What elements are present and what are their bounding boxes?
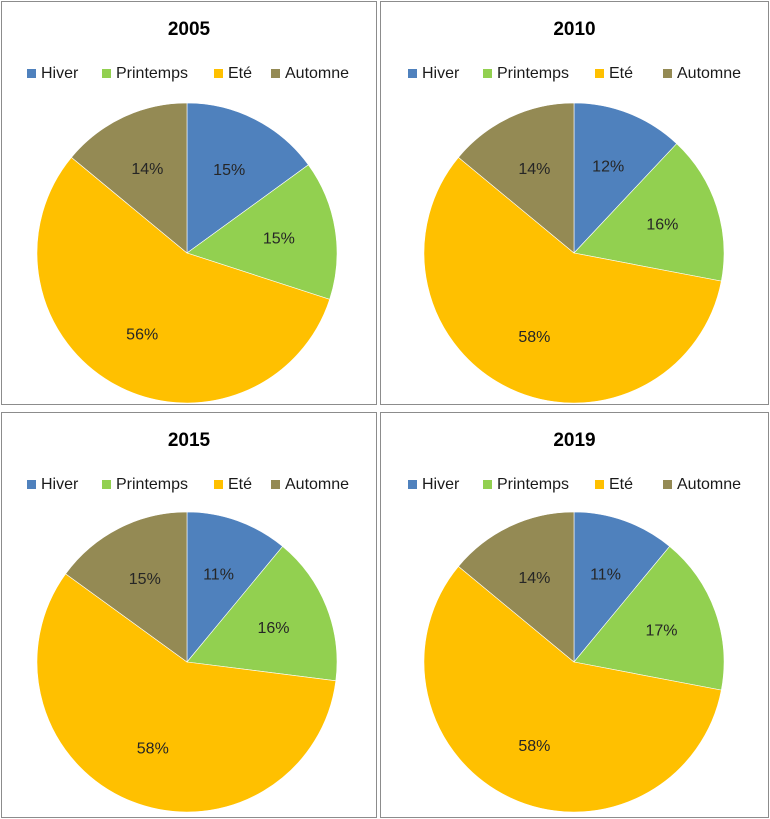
pie-slice-automne — [457, 102, 575, 254]
data-label-ete: 58% — [137, 741, 169, 758]
legend-label: Hiver — [41, 65, 79, 82]
pie-slice-ete — [423, 156, 722, 404]
data-label-hiver: 15% — [213, 162, 245, 179]
legend-label: Hiver — [41, 476, 79, 493]
pie-slice-printemps — [186, 545, 338, 682]
legend-label: Eté — [609, 476, 634, 493]
data-label-printemps: 17% — [645, 623, 677, 640]
pie-plot: 12% 16% 58% 14% — [423, 102, 725, 404]
legend-label: Hiver — [422, 476, 460, 493]
chart-title: 2010 — [553, 19, 596, 40]
pie-slice-printemps — [573, 545, 725, 691]
legend-label: Automne — [285, 65, 350, 82]
pie-plot: 11% 16% 58% 15% — [36, 511, 338, 813]
legend-swatch — [663, 480, 672, 489]
legend-swatch — [102, 480, 111, 489]
legend-label: Eté — [228, 65, 253, 82]
data-label-ete: 58% — [518, 329, 550, 346]
legend-label: Eté — [228, 476, 253, 493]
data-label-automne: 15% — [129, 571, 161, 588]
legend-label: Automne — [677, 476, 742, 493]
data-label-printemps: 16% — [646, 216, 678, 233]
pie-slice-printemps — [186, 164, 338, 300]
legend-swatch — [483, 480, 492, 489]
legend-swatch — [408, 69, 417, 78]
data-label-ete: 56% — [126, 327, 158, 344]
pie-chart-2015: 2015 Hiver Printemps Eté Automne 11% 16% 5… — [1, 412, 377, 818]
data-label-hiver: 12% — [592, 159, 624, 176]
data-label-automne: 14% — [518, 570, 550, 587]
legend-swatch — [27, 69, 36, 78]
chart-title: 2005 — [167, 19, 211, 40]
pie-slice-printemps — [573, 143, 725, 282]
pie-plot: 11% 17% 58% 14% — [423, 511, 725, 813]
chart-legend: Hiver Printemps Eté Automne — [2, 475, 376, 497]
legend-label: Automne — [285, 476, 350, 493]
legend-label: Printemps — [497, 476, 570, 493]
data-label-hiver: 11% — [590, 567, 621, 584]
legend-label: Eté — [609, 65, 634, 82]
pie-slice-ete — [36, 573, 337, 813]
data-label-ete: 58% — [518, 738, 550, 755]
chart-legend: Hiver Printemps Eté Automne — [381, 64, 768, 86]
data-label-automne: 14% — [518, 161, 550, 178]
pie-chart-2010: 2010 Hiver Printemps Eté Automne 12% 16% 5… — [380, 1, 769, 405]
pie-plot: 15% 15% 56% 14% — [36, 102, 338, 404]
pie-slice-hiver — [186, 102, 309, 254]
legend-label: Printemps — [116, 65, 189, 82]
legend-swatch — [102, 69, 111, 78]
pie-slice-hiver — [186, 511, 284, 663]
pie-slice-ete — [36, 156, 331, 404]
data-label-automne: 14% — [131, 161, 163, 178]
pie-slice-automne — [457, 511, 575, 663]
chart-legend: Hiver Printemps Eté Automne — [381, 475, 768, 497]
pie-chart-2005: 2005 Hiver Printemps Eté Automne 15% 15% 5… — [1, 1, 377, 405]
data-label-printemps: 16% — [257, 620, 289, 637]
chart-legend: Hiver Printemps Eté Automne — [2, 64, 376, 86]
chart-title: 2015 — [167, 430, 211, 451]
chart-title: 2019 — [553, 430, 596, 451]
pie-slice-ete — [423, 565, 722, 813]
legend-swatch — [271, 69, 280, 78]
legend-label: Printemps — [497, 65, 570, 82]
legend-label: Printemps — [116, 476, 189, 493]
legend-swatch — [595, 480, 604, 489]
pie-slice-hiver — [573, 511, 671, 663]
legend-swatch — [271, 480, 280, 489]
legend-swatch — [214, 69, 223, 78]
data-label-printemps: 15% — [263, 231, 295, 248]
legend-swatch — [214, 480, 223, 489]
legend-label: Hiver — [422, 65, 460, 82]
pie-slice-hiver — [573, 102, 678, 254]
legend-swatch — [483, 69, 492, 78]
pie-slice-automne — [65, 511, 188, 663]
legend-swatch — [595, 69, 604, 78]
legend-label: Automne — [677, 65, 742, 82]
legend-swatch — [27, 480, 36, 489]
pie-slice-automne — [70, 102, 188, 254]
legend-swatch — [663, 69, 672, 78]
legend-swatch — [408, 480, 417, 489]
data-label-hiver: 11% — [203, 567, 234, 584]
pie-chart-2019: 2019 Hiver Printemps Eté Automne 11% 17% 5… — [380, 412, 769, 818]
